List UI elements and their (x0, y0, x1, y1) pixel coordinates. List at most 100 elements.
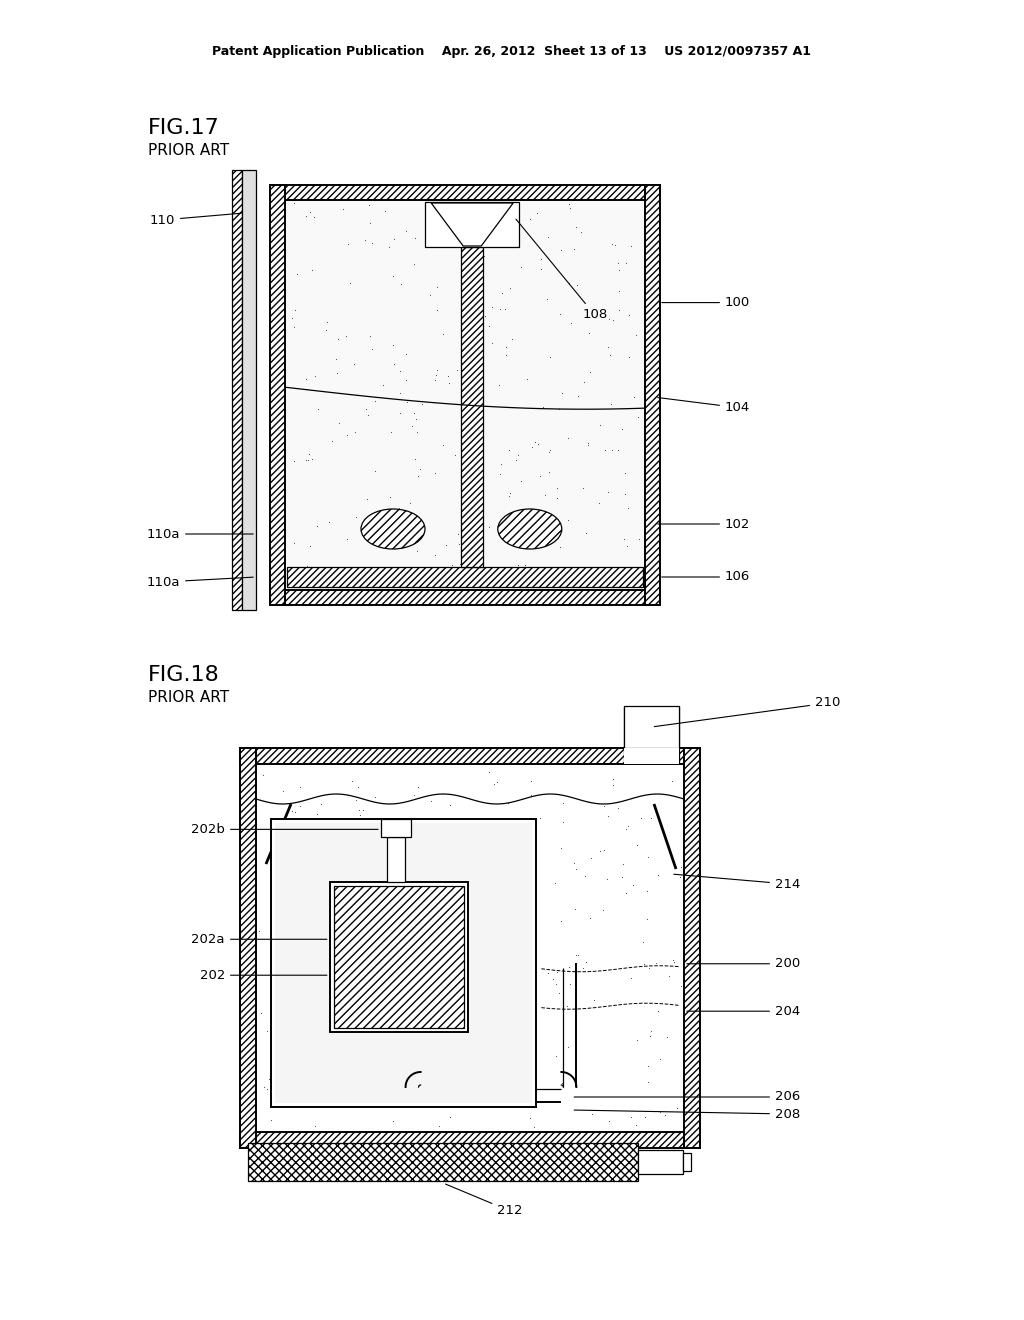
Polygon shape (431, 203, 513, 246)
Point (580, 434, 596, 455)
Point (416, 809, 432, 830)
Point (621, 814, 637, 836)
Point (449, 849, 465, 870)
Point (382, 421, 398, 442)
Point (482, 990, 499, 1011)
Point (502, 277, 518, 298)
Point (639, 908, 655, 929)
Point (609, 252, 626, 273)
Point (530, 433, 547, 454)
Point (520, 813, 537, 834)
Point (416, 939, 432, 960)
Point (625, 560, 641, 581)
Point (498, 1044, 514, 1065)
Point (311, 561, 328, 582)
Point (434, 205, 451, 226)
Point (328, 348, 344, 370)
Point (450, 523, 466, 544)
Text: 210: 210 (654, 697, 841, 726)
Point (493, 953, 509, 974)
Point (600, 482, 616, 503)
Point (610, 259, 627, 280)
Point (477, 305, 494, 326)
Point (622, 347, 638, 368)
Point (568, 275, 585, 296)
Point (560, 510, 577, 531)
Point (522, 1048, 539, 1069)
Point (584, 847, 600, 869)
Bar (645, 185, 660, 605)
Point (566, 853, 583, 874)
Point (553, 239, 569, 260)
Point (592, 841, 608, 862)
Point (584, 1104, 600, 1125)
Point (452, 553, 468, 574)
Point (641, 958, 657, 979)
Point (628, 325, 644, 346)
Point (586, 564, 602, 585)
Point (468, 982, 484, 1003)
Point (308, 515, 325, 536)
Point (488, 880, 505, 902)
Point (374, 810, 390, 832)
Point (314, 1030, 331, 1051)
Point (305, 206, 322, 227)
Point (443, 554, 460, 576)
Point (365, 338, 381, 359)
Point (421, 842, 437, 863)
Point (404, 416, 421, 437)
Point (286, 532, 302, 553)
Point (601, 308, 617, 329)
Point (408, 227, 424, 248)
Point (579, 523, 595, 544)
Point (567, 858, 584, 879)
Point (562, 974, 579, 995)
Point (631, 528, 647, 549)
Point (628, 1114, 644, 1135)
Point (465, 870, 481, 891)
Point (287, 801, 303, 822)
Point (369, 998, 385, 1019)
Point (410, 466, 426, 487)
Point (367, 461, 383, 482)
Point (357, 1060, 374, 1081)
Point (650, 865, 667, 886)
Point (650, 1001, 667, 1022)
Point (477, 847, 494, 869)
Bar (425, 202, 519, 247)
Point (414, 825, 430, 846)
Point (554, 1073, 570, 1094)
Point (411, 776, 427, 797)
Point (289, 1073, 305, 1094)
Point (454, 842, 470, 863)
Point (642, 808, 658, 829)
Point (310, 931, 327, 952)
Point (276, 1097, 293, 1118)
Bar (624, 706, 679, 748)
Point (468, 458, 484, 479)
Text: 206: 206 (574, 1090, 800, 1104)
Point (379, 941, 395, 962)
Point (325, 858, 341, 879)
Point (299, 379, 315, 400)
Point (501, 486, 517, 507)
Point (338, 325, 354, 346)
Point (289, 264, 305, 285)
Point (383, 916, 399, 937)
Text: 208: 208 (574, 1107, 800, 1121)
Point (295, 1039, 311, 1060)
Point (355, 813, 372, 834)
Text: 110a: 110a (146, 576, 253, 589)
Point (321, 511, 337, 532)
Point (483, 939, 500, 960)
Point (375, 374, 391, 395)
Point (383, 1007, 399, 1028)
Point (366, 833, 382, 854)
Point (256, 1076, 272, 1097)
Point (479, 895, 496, 916)
Point (572, 222, 589, 243)
Point (639, 880, 655, 902)
Point (635, 954, 651, 975)
Point (446, 849, 463, 870)
Point (360, 1026, 377, 1047)
